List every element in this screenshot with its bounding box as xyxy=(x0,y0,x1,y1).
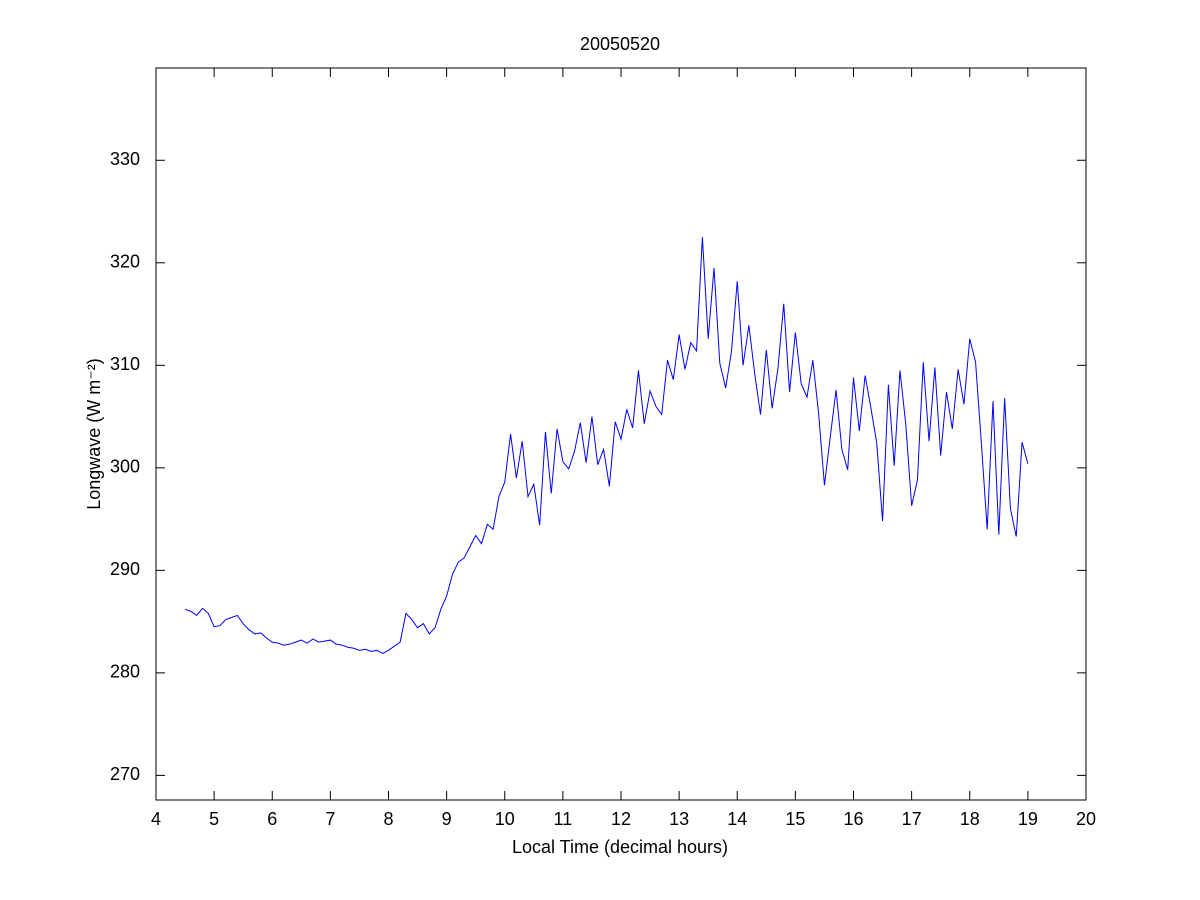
axes-box xyxy=(155,67,1087,801)
x-tick-label: 5 xyxy=(209,809,219,829)
x-tick-label: 6 xyxy=(267,809,277,829)
x-tick-label: 20 xyxy=(1076,809,1096,829)
x-tick-label: 10 xyxy=(495,809,515,829)
y-tick-label: 280 xyxy=(110,662,140,682)
y-tick-label: 290 xyxy=(110,559,140,579)
x-tick-label: 12 xyxy=(611,809,631,829)
y-tick-label: 300 xyxy=(110,457,140,477)
x-tick-label: 16 xyxy=(843,809,863,829)
y-tick-label: 320 xyxy=(110,252,140,272)
data-line xyxy=(184,237,1029,654)
x-tick-label: 19 xyxy=(1018,809,1038,829)
x-tick-label: 14 xyxy=(727,809,747,829)
x-tick-label: 4 xyxy=(151,809,161,829)
x-tick-label: 15 xyxy=(785,809,805,829)
y-tick-label: 270 xyxy=(110,764,140,784)
chart-title: 20050520 xyxy=(580,34,660,54)
y-tick-label: 330 xyxy=(110,149,140,169)
y-tick-label: 310 xyxy=(110,354,140,374)
y-axis-label: Longwave (W m⁻²) xyxy=(84,358,104,510)
x-tick-label: 8 xyxy=(383,809,393,829)
x-tick-label: 7 xyxy=(325,809,335,829)
x-tick-label: 11 xyxy=(554,809,573,829)
x-tick-label: 13 xyxy=(669,809,689,829)
x-axis-label: Local Time (decimal hours) xyxy=(512,837,728,857)
x-tick-label: 9 xyxy=(442,809,452,829)
x-tick-label: 18 xyxy=(960,809,980,829)
x-tick-label: 17 xyxy=(902,809,922,829)
